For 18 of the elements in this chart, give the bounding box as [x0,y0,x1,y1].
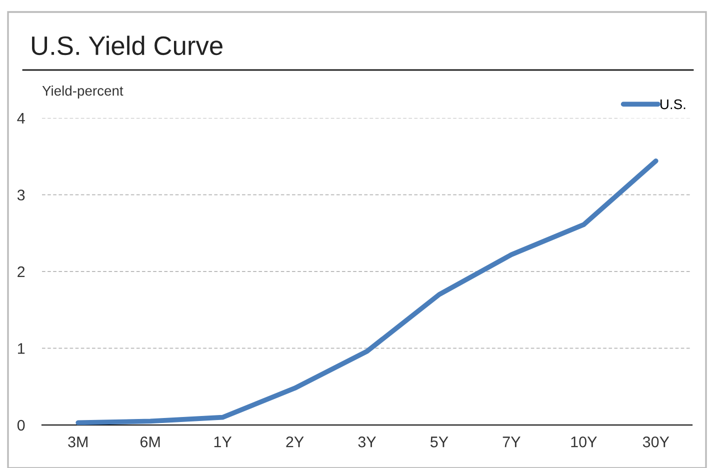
y-tick-label: 0 [17,420,25,431]
y-tick-label: 2 [18,266,25,278]
x-tick-label: 2Y [286,436,304,448]
y-axis-title: Yield-percent [42,86,124,98]
x-tick-label: 1Y [214,436,232,448]
x-tick-label: 6M [140,436,160,448]
x-tick-label: 3M [68,436,88,448]
x-tick-label: 30Y [642,436,670,448]
chart-title: U.S. Yield Curve [32,36,222,56]
x-tick-label: 3Y [358,436,376,448]
legend-label: U.S. [660,99,686,110]
y-tick-label: 3 [17,190,25,200]
x-tick-label: 7Y [502,436,520,448]
line-series [76,158,658,425]
x-tick-label: 10Y [571,436,597,448]
y-tick-label: 1 [18,343,25,354]
x-tick-label: 5Y [430,436,448,448]
y-tick-label: 4 [17,113,25,124]
